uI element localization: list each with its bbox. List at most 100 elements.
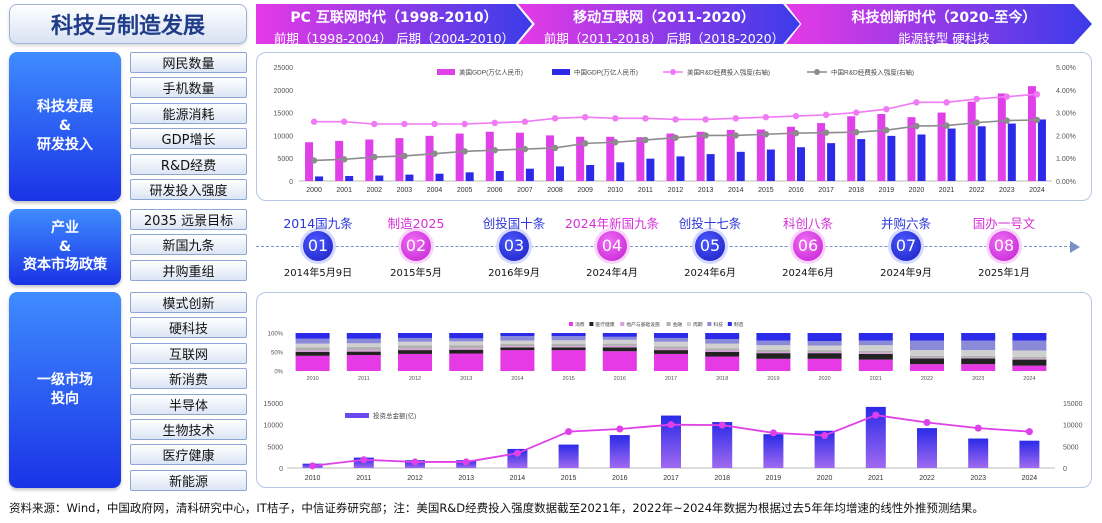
bar-us-gdp [877,113,886,181]
section-policy: 产业 & 资本市场政策 [9,209,121,285]
bar-china-gdp [465,172,474,181]
stack-segment [602,336,637,340]
y2-tick-label: 4.00% [1056,88,1076,95]
inv-x-tick: 2015 [561,475,577,482]
stack-segment [602,339,637,344]
line-china-rd-point [943,122,950,129]
legend-marker-icon [670,69,676,75]
milestone-name: 并购六条 [880,216,931,231]
stack-segment [910,355,944,358]
bar-china-gdp [586,165,595,181]
era-title: 科技创新时代（2020-至今） [851,10,1037,26]
bar-china-gdp [556,166,565,181]
stack-segment [295,343,330,348]
bar-us-gdp [425,135,434,181]
bar-china-gdp [525,168,534,181]
stack-segment [346,338,381,344]
stack-legend-label: 医疗健康 [595,321,614,328]
stack-segment [807,353,842,359]
inv-bar [558,444,579,468]
bar-us-gdp [455,133,464,181]
stack-segment [551,333,586,337]
stack-segment [654,350,688,354]
line-china-rd-point [883,126,890,134]
stack-segment [858,353,893,360]
stack-segment [449,338,484,342]
tag: R&D经费 [130,153,247,175]
inv-y2-tick: 5000 [1063,444,1079,451]
inv-y2-tick: 10000 [1063,423,1083,430]
milestone-date: 2025年1月 [978,268,1030,279]
stack-segment [654,337,688,342]
milestone-date: 2016年9月 [488,268,540,279]
line-us-rd-point [551,115,559,122]
milestone-number: 05 [695,231,725,261]
stack-segment [756,349,791,352]
stack-segment [910,333,944,341]
inv-y-tick: 15000 [264,401,284,408]
stack-segment [295,350,330,352]
stack-segment [858,345,893,351]
milestone-name: 制造2025 [387,216,445,231]
line-china-rd-point [551,144,559,152]
stack-segment [756,333,791,341]
x-tick-label: 2000 [306,187,322,194]
stack-x-tick: 2016 [614,376,626,382]
era-sub: 后期（2018-2020） [665,31,785,46]
line-us-rd-point [401,120,408,128]
stack-segment [449,341,484,346]
legend-label: 美国GDP(万亿人民币) [459,68,523,77]
inv-y-tick: 10000 [264,423,284,430]
inv-bar [763,434,784,468]
stack-y-tick: 0% [274,370,283,376]
tag: 半导体 [130,393,247,415]
inv-bar [1019,440,1040,468]
y2-tick-label: 5.00% [1056,65,1076,72]
stack-segment [449,345,484,349]
milestone-date: 2015年5月 [390,268,442,279]
stack-segment [398,350,432,354]
bar-us-gdp [937,112,946,181]
tag: 互联网 [130,342,247,364]
era-sub: 后期（2004-2010） [395,31,515,46]
y-tick-label: 10000 [274,133,294,140]
stack-x-tick: 2013 [460,376,472,382]
milestone-name: 创投国十条 [482,216,546,231]
line-china-rd-point [310,157,318,164]
stack-segment [449,348,484,350]
bar-us-gdp [967,101,976,181]
stack-y-tick: 50% [271,351,284,357]
stack-segment [910,357,944,359]
stack-legend-swatch-icon [687,322,691,326]
bar-china-gdp [495,170,504,181]
era-sub: 能源转型 [898,31,949,46]
line-china-rd-point [491,147,498,154]
x-tick-label: 2014 [728,187,744,194]
stack-x-tick: 2014 [511,376,523,382]
stack-segment [961,350,996,356]
stack-segment [807,358,842,371]
bar-china-gdp [646,158,655,181]
stack-segment [961,357,996,359]
inv-line-point [667,421,675,429]
stack-segment [551,340,586,345]
stack-segment [449,333,484,339]
stack-segment [500,333,535,337]
milestone-number: 06 [793,231,823,261]
line-us-rd-point [371,120,378,128]
bar-china-gdp [917,134,926,181]
inv-x-tick: 2011 [356,475,371,482]
bar-us-gdp [515,132,524,181]
stack-x-tick: 2012 [409,376,421,382]
line-us-rd-point [612,115,619,122]
bar-china-gdp [405,174,414,181]
stack-x-tick: 2015 [562,376,574,382]
stack-segment [346,351,381,356]
stack-legend-swatch-icon [666,322,671,326]
stack-segment [705,356,740,371]
line-us-rd-point [792,112,800,120]
stack-segment [858,333,893,341]
x-tick-label: 2009 [577,187,593,194]
stack-legend-swatch-icon [569,322,573,326]
bar-us-gdp [907,117,916,181]
